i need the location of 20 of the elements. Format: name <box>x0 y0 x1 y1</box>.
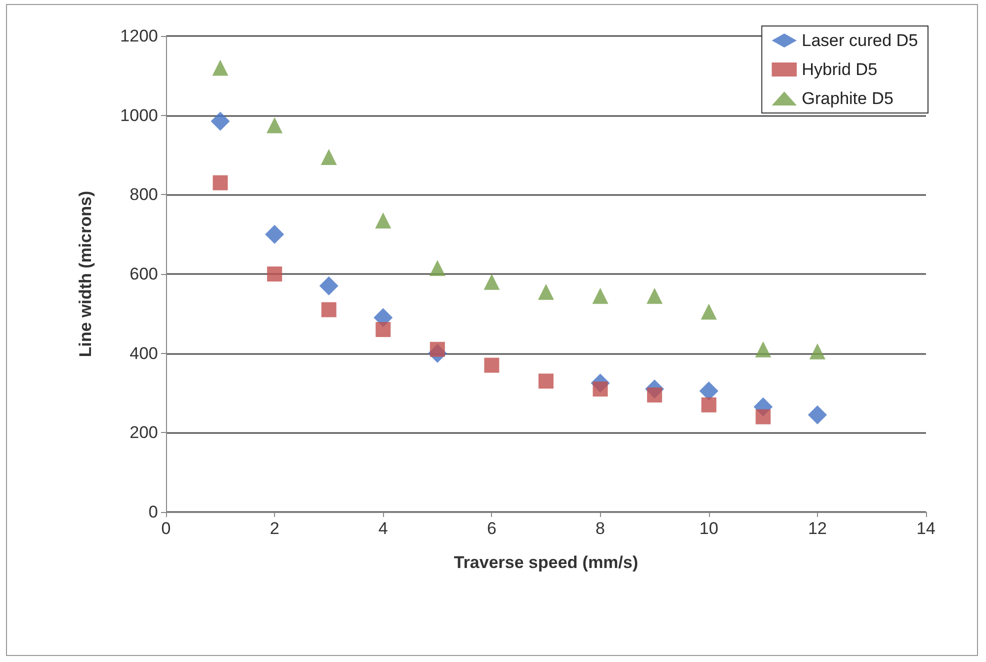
legend-label: Hybrid D5 <box>802 60 878 79</box>
y-tick-label: 0 <box>148 502 158 522</box>
y-axis-title: Line width (microns) <box>76 190 95 358</box>
x-tick-label: 10 <box>699 519 718 538</box>
x-tick-label: 6 <box>486 519 496 538</box>
x-tick-label: 4 <box>378 519 388 538</box>
x-tick-label: 14 <box>916 519 936 538</box>
y-tick-label: 600 <box>130 264 158 284</box>
y-tick-label: 1200 <box>120 26 158 46</box>
y-tick-label: 1000 <box>120 106 158 125</box>
y-tick-label: 400 <box>130 344 158 363</box>
legend-label: Graphite D5 <box>802 89 894 108</box>
y-tick-label: 200 <box>130 423 158 442</box>
x-tick-label: 8 <box>596 519 606 538</box>
y-tick-label: 800 <box>130 185 158 204</box>
x-tick-label: 2 <box>270 519 280 538</box>
x-tick-label: 12 <box>808 519 827 538</box>
x-axis-title: Traverse speed (mm/s) <box>454 553 638 572</box>
x-tick-label: 0 <box>161 519 171 538</box>
legend-label: Laser cured D5 <box>802 31 918 50</box>
